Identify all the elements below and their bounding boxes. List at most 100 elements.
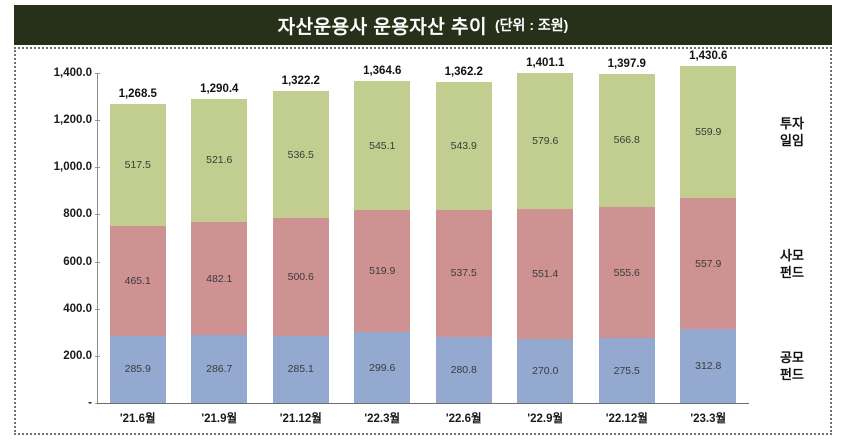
bar-segment-public-fund[interactable]: 270.0 [517,339,574,403]
y-axis-tick-label: 1,200.0 [53,114,92,127]
legend-label-line2: 일임 [780,132,804,148]
bar-segment-public-fund[interactable]: 285.1 [272,335,329,403]
y-axis-tick-label: 1,000.0 [53,161,92,174]
legend-label-line1: 사모 [780,247,804,263]
bar-total-label: 1,430.6 [689,49,728,62]
bar-segment-private-fund[interactable]: 555.6 [598,207,655,339]
title-banner: 자산운용사 운용자산 추이 (단위 : 조원) [14,5,832,45]
bar-segment-investment-discretionary[interactable]: 536.5 [272,91,329,218]
bar-segment-value: 579.6 [532,135,559,148]
chart-frame [14,47,832,435]
bar-segment-value: 559.9 [695,125,722,138]
bar-segment-value: 543.9 [450,140,477,153]
bar-segment-public-fund[interactable]: 285.9 [109,335,166,403]
bar-group[interactable]: 286.7 482.1 521.6 1,290.4 [191,83,248,403]
bar-segment-value: 551.4 [532,268,559,281]
bar-series-container: 285.9 465.1 517.5 1,268.5 286.7 482.1 521.6 1,2… [97,50,749,403]
bar-segment-private-fund[interactable]: 537.5 [435,210,492,337]
y-axis-line [97,73,98,403]
bar-segment-value: 521.6 [206,154,233,167]
bar-segment-public-fund[interactable]: 280.8 [435,336,492,403]
bar-segment-investment-discretionary[interactable]: 545.1 [354,81,411,210]
x-axis-tick-label: '21.6월 [119,413,156,425]
bar-segment-value: 557.9 [695,257,722,270]
bar-segment-investment-discretionary[interactable]: 517.5 [109,104,166,226]
bar-segment-value: 280.8 [450,363,477,376]
page-title: 자산운용사 운용자산 추이 [277,16,488,38]
x-axis-tick-label: '22.3월 [364,413,401,425]
bar-segment-public-fund[interactable]: 312.8 [680,329,737,403]
bar-segment-investment-discretionary[interactable]: 579.6 [517,72,574,210]
bar-segment-investment-discretionary[interactable]: 559.9 [680,65,737,198]
bar-segment-value: 270.0 [532,365,559,378]
chart-frame-top-edge [14,47,832,49]
bar-segment-value: 555.6 [613,266,640,279]
bar-segment-value: 500.6 [287,270,314,283]
y-axis-tick-label: - [88,397,92,409]
bar-segment-value: 275.5 [613,364,640,377]
y-axis-tick-label: 1,400.0 [53,67,92,79]
y-axis-tick-label: 800.0 [63,208,92,221]
bar-segment-public-fund[interactable]: 275.5 [598,338,655,403]
x-axis-tick-label: '23.3월 [690,413,727,425]
x-axis-tick-label: '22.9월 [527,413,564,425]
bar-segment-value: 566.8 [613,134,640,147]
bar-total-label: 1,364.6 [363,65,402,78]
legend-item-private-fund: 사모 펀드 [757,247,827,281]
y-axis-tick-label: 200.0 [63,349,92,362]
bar-segment-private-fund[interactable]: 482.1 [191,221,248,336]
bar-segment-investment-discretionary[interactable]: 566.8 [598,73,655,208]
bar-total-label: 1,290.4 [200,82,239,95]
bar-group[interactable]: 299.6 519.9 545.1 1,364.6 [354,65,411,403]
legend-label-line2: 펀드 [780,264,804,280]
x-axis-tick-label: '21.12월 [279,413,322,425]
bar-segment-value: 285.9 [124,363,151,376]
bar-group[interactable]: 275.5 555.6 566.8 1,397.9 [598,58,655,403]
y-axis-labels: 1,400.0 1,200.0 1,000.0 800.0 600.0 400.0 200.… [24,67,100,409]
bar-total-label: 1,322.2 [281,75,320,88]
bar-segment-value: 536.5 [287,148,314,161]
x-axis-tick-label: '22.12월 [605,413,648,425]
legend-item-investment-discretionary: 투자 일임 [757,115,827,149]
bar-total-label: 1,268.5 [118,88,157,100]
legend-label-line2: 펀드 [780,367,804,383]
bar-segment-value: 465.1 [124,274,151,287]
y-axis-tick-label: 400.0 [63,302,92,315]
bar-segment-private-fund[interactable]: 500.6 [272,217,329,336]
bar-segment-public-fund[interactable]: 299.6 [354,332,411,403]
bar-segment-value: 285.1 [287,363,314,376]
x-axis-labels: '21.6월 '21.9월 '21.12월 '22.3월 '22.6월 '22.9월 '22… [97,410,749,432]
bar-group[interactable]: 270.0 551.4 579.6 1,401.1 [517,57,574,403]
y-axis-tick-label: 600.0 [63,255,92,268]
x-axis-tick-label: '21.9월 [201,413,238,425]
bar-segment-private-fund[interactable]: 465.1 [109,225,166,336]
bar-group[interactable]: 285.1 500.6 536.5 1,322.2 [272,75,329,403]
legend-label-line1: 투자 [780,115,804,131]
bar-segment-value: 519.9 [369,265,396,278]
bar-segment-public-fund[interactable]: 286.7 [191,335,248,403]
x-axis-tick-label: '22.6월 [445,413,482,425]
bar-segment-value: 286.7 [206,363,233,376]
bar-segment-private-fund[interactable]: 557.9 [680,197,737,330]
bar-segment-value: 537.5 [450,267,477,280]
bar-total-label: 1,362.2 [444,65,483,78]
bar-segment-private-fund[interactable]: 551.4 [517,209,574,340]
bar-group[interactable]: 312.8 557.9 559.9 1,430.6 [680,50,737,403]
legend-item-public-fund: 공모 펀드 [757,349,827,383]
bar-group[interactable]: 285.9 465.1 517.5 1,268.5 [109,88,166,403]
bar-segment-private-fund[interactable]: 519.9 [354,209,411,333]
bar-segment-value: 312.8 [695,360,722,373]
legend-label-line1: 공모 [780,350,804,366]
bar-segment-investment-discretionary[interactable]: 543.9 [435,81,492,211]
bar-segment-value: 299.6 [369,361,396,374]
bar-segment-value: 545.1 [369,139,396,152]
bar-group[interactable]: 280.8 537.5 543.9 1,362.2 [435,66,492,403]
bar-total-label: 1,397.9 [607,57,646,70]
bar-total-label: 1,401.1 [526,56,565,69]
bar-segment-investment-discretionary[interactable]: 521.6 [191,98,248,222]
bar-segment-value: 482.1 [206,272,233,285]
x-axis-line [97,403,749,404]
bar-segment-value: 517.5 [124,159,151,171]
title-unit-note: (단위 : 조원) [495,17,569,33]
